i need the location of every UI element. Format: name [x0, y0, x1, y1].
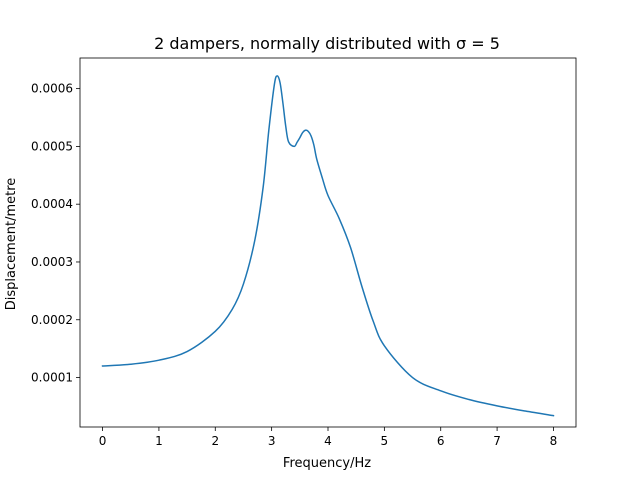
- data-point: [186, 351, 187, 352]
- data-point: [372, 320, 373, 321]
- data-point: [288, 141, 289, 142]
- x-tick-label: 6: [437, 434, 445, 448]
- data-point: [285, 126, 286, 127]
- data-point: [316, 159, 317, 160]
- data-point: [232, 309, 233, 310]
- x-tick-label: 1: [155, 434, 163, 448]
- data-point: [496, 405, 497, 406]
- data-point: [268, 130, 269, 131]
- data-point: [361, 286, 362, 287]
- data-point: [313, 145, 314, 146]
- data-point: [339, 218, 340, 219]
- data-point: [254, 240, 255, 241]
- x-tick-label: 0: [99, 434, 107, 448]
- x-tick-label: 7: [493, 434, 501, 448]
- data-point: [294, 146, 295, 147]
- data-point: [274, 83, 275, 84]
- y-tick-label: 0.0005: [31, 139, 73, 153]
- x-tick-label: 5: [381, 434, 389, 448]
- data-point: [322, 178, 323, 179]
- plot-layer: [101, 75, 555, 417]
- data-point: [553, 415, 554, 416]
- y-ticks: 0.0001 0.0002 0.0003 0.0004 0.0005 0.0006: [31, 82, 80, 385]
- data-point: [158, 360, 159, 361]
- x-tick-label: 4: [324, 434, 332, 448]
- data-point: [102, 365, 103, 366]
- data-point: [296, 142, 297, 143]
- series-line-0: [101, 75, 555, 417]
- x-ticks: 0 1 2 3 4 5 6 7 8: [99, 427, 558, 448]
- data-point: [299, 137, 300, 138]
- x-tick-label: 8: [550, 434, 558, 448]
- data-point: [243, 283, 244, 284]
- data-point: [282, 102, 283, 103]
- data-point: [384, 345, 385, 346]
- data-point: [350, 247, 351, 248]
- data-point: [130, 364, 131, 365]
- data-point: [468, 399, 469, 400]
- x-tick-label: 2: [211, 434, 219, 448]
- chart-title: 2 dampers, normally distributed with σ =…: [154, 34, 500, 53]
- data-point: [525, 410, 526, 411]
- data-point: [310, 135, 311, 136]
- data-point: [412, 377, 413, 378]
- y-tick-label: 0.0002: [31, 313, 73, 327]
- data-point: [327, 195, 328, 196]
- y-tick-label: 0.0006: [31, 82, 73, 96]
- data-point: [277, 75, 278, 76]
- x-axis-label: Frequency/Hz: [283, 456, 371, 471]
- data-point: [308, 131, 309, 132]
- data-point: [263, 186, 264, 187]
- y-tick-label: 0.0001: [31, 371, 73, 385]
- data-point: [279, 82, 280, 83]
- data-point: [305, 130, 306, 131]
- y-tick-label: 0.0003: [31, 255, 73, 269]
- y-tick-label: 0.0004: [31, 197, 73, 211]
- x-tick-label: 3: [268, 434, 276, 448]
- data-point: [215, 331, 216, 332]
- y-axis-label: Displacement/metre: [4, 178, 19, 311]
- data-point: [302, 132, 303, 133]
- data-point: [440, 390, 441, 391]
